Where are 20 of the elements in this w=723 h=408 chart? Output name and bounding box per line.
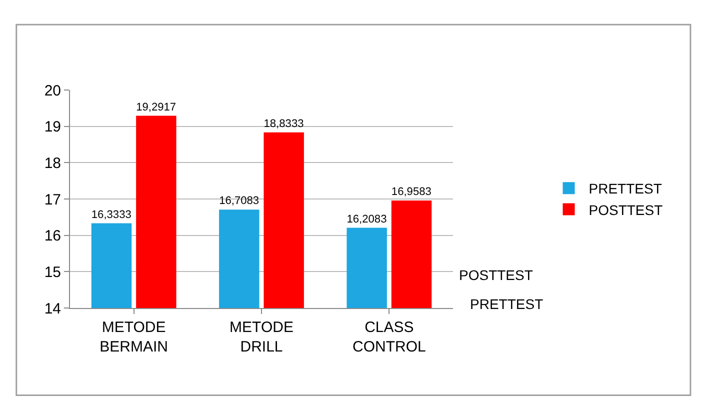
data-label: 19,2917: [136, 101, 176, 114]
legend-label: PRETTEST: [588, 180, 662, 197]
legend-label: POSTTEST: [588, 202, 664, 218]
data-label: 16,9583: [391, 186, 432, 198]
x-tick-label: CLASS CONTROL: [352, 319, 426, 356]
y-tick-label: 16: [44, 228, 61, 245]
text: POSTTEST: [459, 267, 533, 283]
text: PRETTEST: [470, 296, 544, 312]
y-tick-label: 20: [44, 82, 61, 100]
x-tick-label: METODE BERMAIN: [100, 319, 168, 356]
y-tick-label: 14: [44, 300, 61, 318]
data-label: 16,2083: [346, 213, 387, 226]
y-tick-label: 19: [44, 118, 61, 136]
y-tick-label: 18: [44, 154, 61, 172]
y-tick-label: 17: [44, 191, 61, 208]
data-label: 18,8333: [264, 118, 304, 130]
y-tick-label: 15: [44, 264, 61, 281]
x-tick-label: METODE DRILL: [230, 319, 294, 356]
data-label: 16,7083: [219, 195, 260, 208]
data-label: 16,3333: [91, 208, 132, 221]
